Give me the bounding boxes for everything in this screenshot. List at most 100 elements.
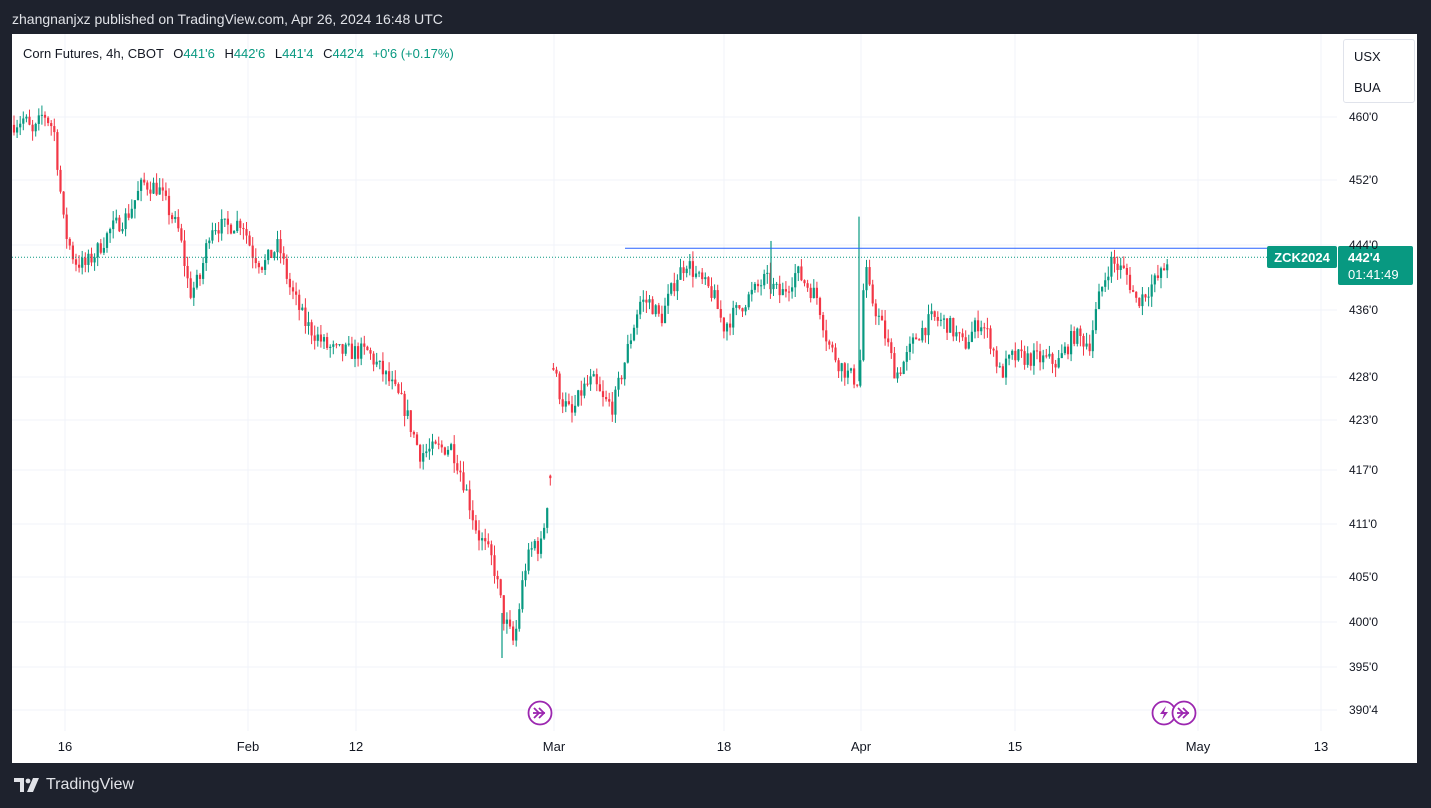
candle-body — [710, 286, 713, 298]
candle — [425, 443, 428, 458]
candle — [611, 391, 614, 422]
candle-body — [558, 373, 561, 400]
candle-body — [434, 441, 437, 444]
close-value: 442'4 — [332, 46, 364, 61]
candle-body — [22, 118, 25, 124]
candle-body — [180, 228, 183, 241]
candle-body — [1150, 284, 1153, 297]
candle — [65, 207, 68, 249]
candle — [81, 250, 84, 275]
candle — [19, 116, 22, 136]
symbol-badge — [1267, 246, 1337, 268]
candle-body — [78, 264, 81, 268]
candle — [803, 279, 806, 287]
candle — [25, 114, 28, 123]
candle-body — [149, 189, 152, 194]
candle — [778, 275, 781, 304]
currency-unit-selector[interactable]: USX BUA — [1343, 39, 1415, 103]
candle-body — [846, 370, 849, 378]
contract-roll-marker[interactable] — [1171, 700, 1197, 726]
candle-body — [973, 320, 977, 332]
contract-roll-marker[interactable] — [527, 700, 553, 726]
candle-body — [112, 220, 115, 230]
candle — [316, 326, 319, 347]
candle-body — [105, 233, 109, 248]
candle — [87, 249, 90, 273]
candle — [1020, 340, 1023, 358]
candle-body — [229, 224, 233, 234]
candle — [171, 212, 174, 224]
candle-body — [694, 273, 698, 277]
candle — [133, 200, 136, 219]
candle — [338, 344, 341, 347]
unit-label[interactable]: BUA — [1354, 80, 1381, 95]
candle-body — [772, 283, 775, 290]
candle — [53, 118, 56, 142]
chart-panel[interactable]: ZCK2024 442'4 01:41:49 460'0 452'0 444'0 436'… — [12, 34, 1417, 763]
candle — [295, 282, 298, 306]
candle — [524, 563, 527, 587]
candle-body — [787, 291, 791, 293]
candle-body — [195, 274, 198, 288]
candle — [1017, 348, 1020, 362]
candle — [99, 238, 102, 255]
candle-body — [794, 273, 797, 288]
candle — [955, 325, 958, 341]
candle — [465, 484, 468, 491]
candle-body — [425, 451, 428, 454]
candle-body — [136, 190, 140, 201]
candle — [846, 363, 849, 385]
candle-body — [1163, 268, 1166, 271]
candle-body — [220, 218, 223, 234]
candle-body — [279, 239, 282, 254]
candle-body — [536, 540, 539, 554]
candle-body — [1128, 274, 1132, 291]
candle-body — [319, 334, 322, 342]
candle-body — [31, 124, 34, 132]
candle — [505, 612, 508, 634]
candle-body — [639, 301, 642, 315]
candle-body — [961, 333, 964, 338]
candle — [688, 253, 691, 276]
candle-body — [685, 268, 688, 274]
candle-body — [1125, 268, 1128, 275]
candle-body — [691, 261, 694, 277]
candle — [558, 371, 561, 405]
candle — [871, 279, 874, 307]
candle — [713, 284, 716, 300]
candle-body — [369, 350, 372, 354]
candle — [428, 438, 431, 460]
candle — [601, 380, 605, 407]
candle — [698, 270, 701, 278]
candle — [384, 370, 388, 385]
candle-body — [71, 245, 74, 260]
candle — [313, 325, 316, 350]
candle-body — [189, 278, 192, 298]
candle — [1026, 346, 1029, 368]
candle — [198, 273, 202, 286]
candle — [1014, 342, 1017, 368]
tradingview-logo-icon — [14, 778, 39, 792]
candle — [102, 237, 105, 256]
candle-body — [490, 544, 493, 556]
candle-body — [930, 311, 933, 315]
candle-body — [713, 290, 716, 298]
tradingview-brand[interactable]: TradingView — [14, 776, 134, 794]
candle-body — [167, 195, 171, 216]
candle — [412, 430, 415, 438]
candle — [1141, 287, 1144, 316]
candle-body — [459, 470, 462, 473]
candle — [1023, 345, 1026, 370]
candle — [735, 302, 738, 316]
candle-body — [400, 392, 403, 394]
candle-body — [911, 337, 915, 344]
candle — [1054, 359, 1057, 377]
candle — [741, 307, 744, 317]
candle-body — [828, 341, 831, 345]
candle — [1144, 293, 1147, 302]
price-chart[interactable]: ZCK2024 442'4 01:41:49 460'0 452'0 444'0 436'… — [12, 34, 1417, 763]
candle-body — [1085, 343, 1088, 347]
candle — [471, 500, 474, 530]
currency-label[interactable]: USX — [1354, 49, 1381, 64]
candle — [357, 342, 360, 367]
